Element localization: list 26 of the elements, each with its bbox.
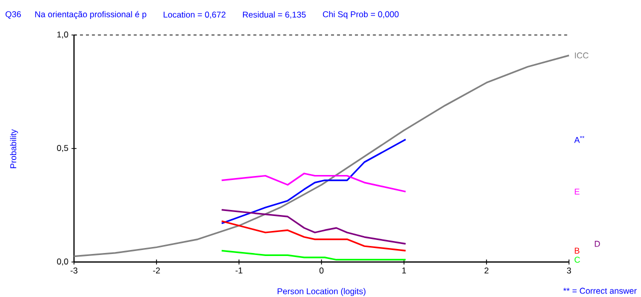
line-series xyxy=(73,54,570,258)
y-axis-title: Probability xyxy=(10,129,18,168)
text: D xyxy=(594,240,600,247)
line-series xyxy=(220,208,406,245)
x-axis-title: Person Location (logits) xyxy=(278,288,366,296)
text: Chi Sq Prob = 0,000 xyxy=(322,11,399,19)
x-tick-label: 1 xyxy=(402,268,406,274)
text: Residual = 6,135 xyxy=(242,11,306,19)
x-tick-label: -3 xyxy=(70,268,78,274)
text: ** = Correct answer xyxy=(563,288,637,294)
text: A$^{**}$ xyxy=(574,136,584,143)
text: E xyxy=(574,188,580,195)
text: C xyxy=(574,256,580,263)
y-tick-label: 1,0 xyxy=(57,32,68,38)
text: Location = 0,672 xyxy=(164,11,226,19)
x-tick-label: 3 xyxy=(566,268,571,274)
x-tick-label: 0 xyxy=(319,268,324,274)
y-tick-label: 0,0 xyxy=(57,258,68,266)
x-tick-label: -2 xyxy=(153,268,160,274)
y-tick-label: 0,5 xyxy=(57,145,68,152)
text: B xyxy=(574,248,580,254)
chart-subtitle: Na orientação profissional é p xyxy=(35,10,146,20)
series-label: ICC xyxy=(574,52,588,58)
chart-title: Q36 xyxy=(6,11,21,19)
x-tick-label: -1 xyxy=(236,268,242,274)
x-tick-label: 2 xyxy=(484,268,488,274)
